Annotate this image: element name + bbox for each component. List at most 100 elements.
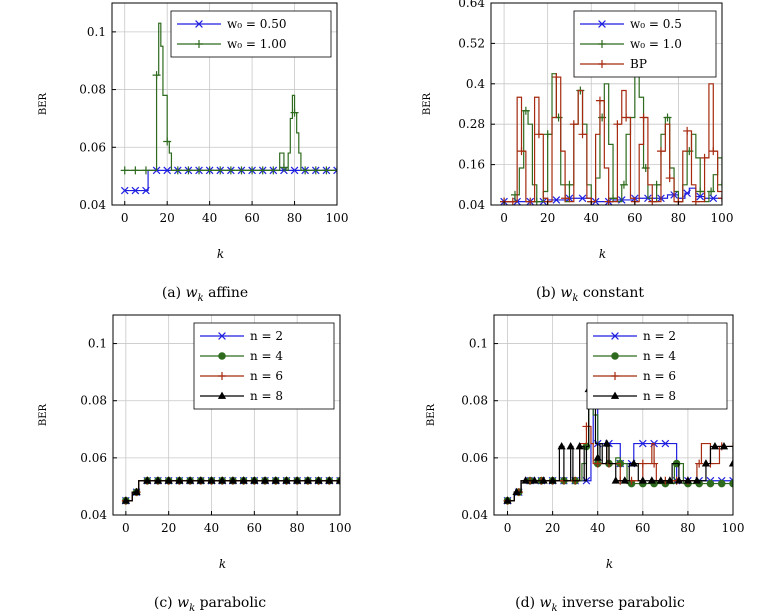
series-group xyxy=(120,22,337,195)
legend-entry: w₀ = 1.0 xyxy=(630,37,682,51)
series-point-3 xyxy=(718,194,722,203)
y-axis-label: BER xyxy=(422,92,433,115)
series-point-2 xyxy=(718,180,722,189)
legend-marker xyxy=(218,352,226,360)
series-point-3 xyxy=(691,197,700,205)
series-point-1 xyxy=(661,439,670,448)
series-point-2 xyxy=(333,166,337,175)
x-tick-label: 0 xyxy=(122,521,130,535)
series-point-3 xyxy=(665,174,674,183)
series-point-4 xyxy=(602,439,611,447)
series-point-4 xyxy=(692,476,702,484)
y-tick-label: 0.04 xyxy=(458,198,485,212)
y-tick-label: 0.04 xyxy=(80,508,107,522)
legend-marker xyxy=(610,391,620,399)
series-point-2 xyxy=(729,479,733,488)
series-point-4 xyxy=(303,476,312,484)
series-point-2 xyxy=(279,163,288,172)
y-tick-label: 0.4 xyxy=(466,77,485,91)
legend-entry: n = 8 xyxy=(250,389,283,403)
x-axis-label: k xyxy=(219,557,226,571)
series-point-3 xyxy=(638,459,647,468)
series-point-1 xyxy=(683,189,691,198)
series-point-4 xyxy=(728,459,733,467)
series-point-4 xyxy=(175,476,184,484)
plot-frame xyxy=(112,314,341,516)
series-point-2 xyxy=(195,166,204,175)
series-point-4 xyxy=(228,476,238,484)
y-tick-label: 0.04 xyxy=(461,508,488,522)
x-axis-label: k xyxy=(217,247,224,261)
y-tick-label: 0.1 xyxy=(87,25,106,39)
legend-entry: BP xyxy=(630,57,647,71)
series-point-4 xyxy=(153,476,163,484)
series-point-2 xyxy=(619,180,628,189)
series-point-2 xyxy=(641,163,650,172)
x-tick-label: 20 xyxy=(160,211,175,225)
series-point-4 xyxy=(710,442,720,450)
series-point-2 xyxy=(322,166,331,175)
series-point-1 xyxy=(709,194,718,203)
series-point-4 xyxy=(314,476,323,484)
series-line-2 xyxy=(504,69,722,203)
series-point-2 xyxy=(120,166,129,175)
x-tick-label: 80 xyxy=(287,211,302,225)
legend-entry: w₀ = 1.00 xyxy=(227,37,286,51)
series-point-4 xyxy=(335,476,340,484)
series-point-4 xyxy=(239,476,248,484)
series-point-3 xyxy=(526,197,535,205)
legend-marker xyxy=(218,372,226,380)
legend-entry: n = 2 xyxy=(250,329,283,343)
series-point-2 xyxy=(663,113,672,122)
x-tick-label: 20 xyxy=(545,521,560,535)
x-tick-label: 40 xyxy=(202,211,217,225)
series-point-2 xyxy=(521,106,530,115)
series-line-3 xyxy=(504,76,722,203)
legend-box xyxy=(193,322,335,410)
legend-entry: n = 8 xyxy=(643,389,676,403)
series-point-3 xyxy=(695,459,704,468)
x-tick-label: 80 xyxy=(680,521,695,535)
y-tick-label: 0.08 xyxy=(80,394,107,408)
series-point-1 xyxy=(696,192,705,201)
series-point-2 xyxy=(311,166,320,175)
series-point-3 xyxy=(517,147,526,156)
series-point-3 xyxy=(561,194,570,203)
series-point-2 xyxy=(205,166,214,175)
series-point-2 xyxy=(173,166,182,175)
series-point-4 xyxy=(539,476,548,484)
series-point-2 xyxy=(248,166,257,175)
y-tick-label: 0.64 xyxy=(458,0,485,10)
series-point-3 xyxy=(650,459,659,468)
x-tick-label: 80 xyxy=(290,521,305,535)
series-point-4 xyxy=(593,453,602,461)
series-point-4 xyxy=(701,459,711,467)
series-point-4 xyxy=(620,476,629,484)
x-tick-label: 40 xyxy=(590,521,605,535)
series-point-3 xyxy=(534,130,543,139)
x-tick-label: 60 xyxy=(627,211,642,225)
series-point-3 xyxy=(613,120,622,129)
series-point-2 xyxy=(717,479,726,488)
series-point-4 xyxy=(575,442,584,450)
series-point-4 xyxy=(325,476,334,484)
series-point-1 xyxy=(163,166,172,175)
series-group xyxy=(500,66,722,205)
x-axis-label: k xyxy=(599,247,606,261)
x-tick-label: 60 xyxy=(244,211,259,225)
series-point-1 xyxy=(142,186,150,195)
series-point-2 xyxy=(141,166,150,175)
y-tick-label: 0.06 xyxy=(79,140,106,154)
series-point-1 xyxy=(131,186,140,195)
series-point-3 xyxy=(709,147,718,156)
series-point-3 xyxy=(683,126,692,135)
x-tick-label: 100 xyxy=(722,521,745,535)
y-tick-label: 0.06 xyxy=(80,451,107,465)
x-tick-label: 20 xyxy=(540,211,555,225)
series-point-4 xyxy=(530,476,539,484)
series-point-2 xyxy=(152,71,161,80)
series-point-4 xyxy=(207,476,216,484)
series-point-4 xyxy=(674,476,683,484)
series-point-4 xyxy=(656,476,665,484)
